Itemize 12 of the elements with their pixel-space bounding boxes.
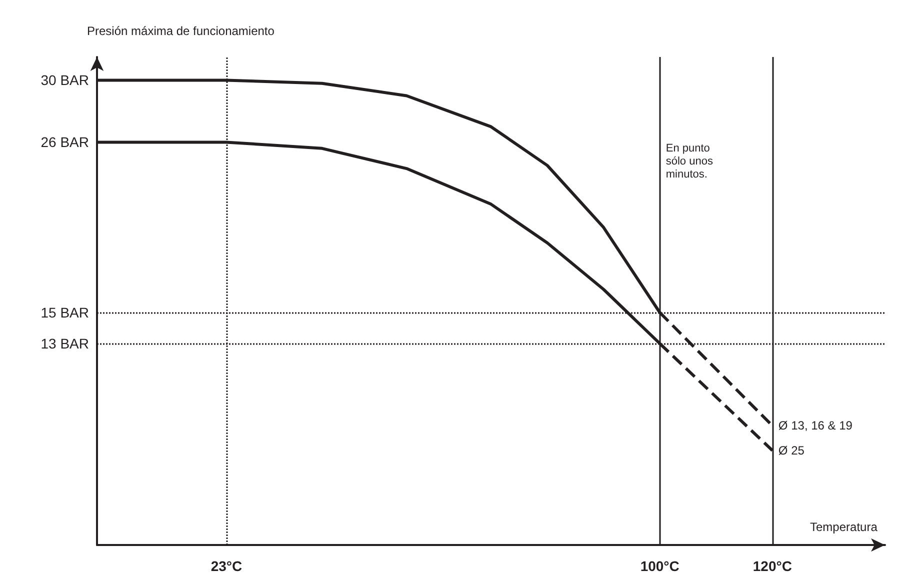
x-tick-label: 100°C	[640, 558, 680, 574]
y-tick-label: 26 BAR	[40, 134, 89, 150]
y-axis-title: Presión máxima de funcionamiento	[87, 24, 275, 38]
series-label: Ø 13, 16 & 19	[778, 418, 853, 433]
x-axis-title: Temperatura	[810, 520, 878, 534]
annotation: En punto sólo unos minutos.	[666, 142, 716, 181]
y-tick-label: 15 BAR	[40, 304, 89, 321]
series-label: Ø 25	[778, 444, 805, 458]
x-tick-label: 23°C	[210, 558, 242, 574]
y-tick-label: 13 BAR	[40, 336, 89, 352]
y-tick-label: 30 BAR	[40, 72, 89, 88]
x-tick-label: 120°C	[752, 558, 792, 574]
